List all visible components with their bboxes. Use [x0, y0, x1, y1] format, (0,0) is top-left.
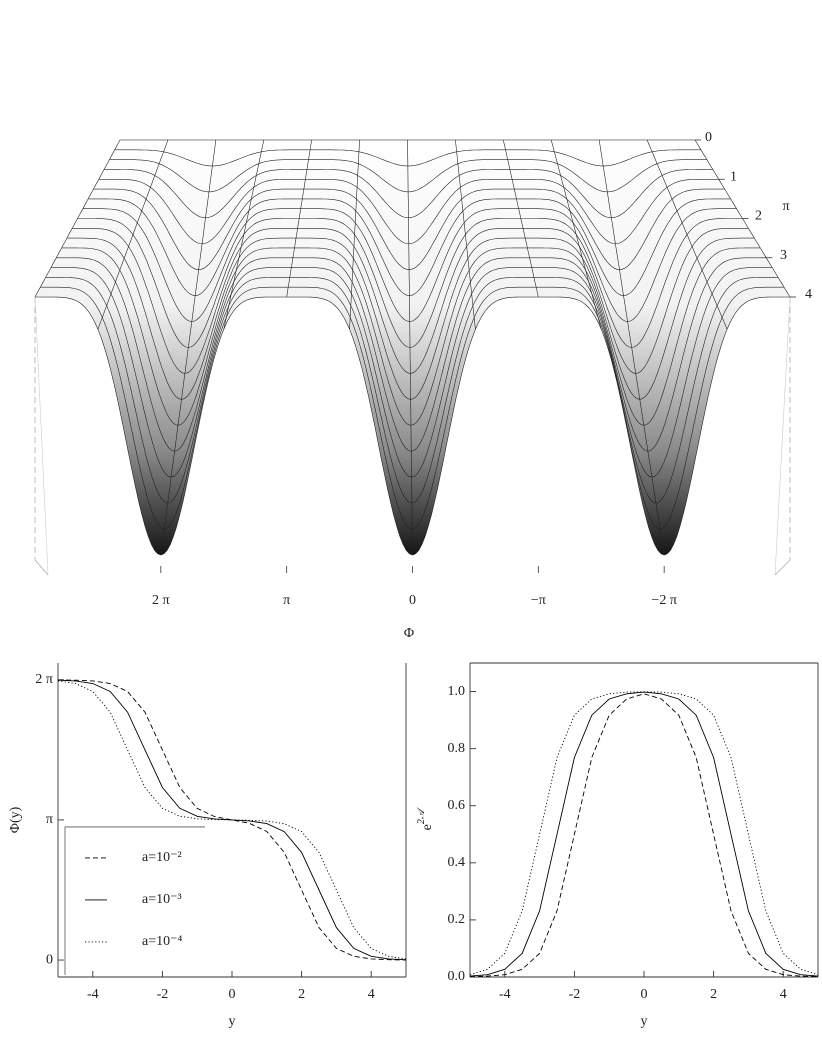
x-tick-label: 2 — [298, 987, 305, 1002]
y-tick-label: 0.6 — [448, 798, 466, 813]
x-tick-label: 2 π — [152, 593, 170, 608]
series-line — [469, 691, 819, 977]
surface-mesh-line — [286, 139, 312, 298]
x-axis-label: Φ — [404, 626, 414, 641]
x-tick-label: −2 π — [651, 593, 676, 608]
depth-tick-label: 1 — [730, 169, 737, 184]
box-edge — [774, 296, 791, 576]
x-tick-label: 4 — [368, 987, 375, 1002]
y-tick-label: 0.0 — [448, 969, 466, 984]
depth-tick-label: 4 — [805, 287, 812, 302]
surface-mesh-line — [160, 139, 217, 556]
surface-mesh-line — [598, 139, 665, 556]
y-axis-label: e2𝒜 — [416, 806, 435, 830]
x-tick-label: 0 — [641, 987, 648, 1002]
x-tick-label: 0 — [229, 987, 236, 1002]
x-tick-label: -4 — [87, 987, 99, 1002]
x-axis-label: y — [229, 1014, 236, 1029]
y-tick-label: 1.0 — [448, 684, 466, 699]
x-tick-label: 0 — [409, 593, 416, 608]
series-line — [469, 693, 819, 978]
x-axis-label: y — [641, 1014, 648, 1029]
legend-label: a=10⁻⁴ — [142, 934, 182, 949]
y-axis-label: Φ(y) — [8, 806, 23, 833]
y-tick-label: π — [46, 812, 53, 827]
y-tick-label: 0.4 — [448, 855, 466, 870]
depth-tick-label: 2 — [755, 209, 762, 224]
surface-mesh-line — [646, 139, 728, 330]
series-line — [469, 691, 819, 976]
depth-tick-label: 0 — [705, 130, 712, 145]
x-tick-label: −π — [531, 593, 546, 608]
legend-label: a=10⁻² — [142, 850, 182, 865]
surface-mesh-line — [223, 139, 265, 330]
surface-mesh-line — [34, 139, 121, 298]
depth-axis-label: π — [782, 199, 789, 214]
y-tick-label: 0.2 — [448, 912, 466, 927]
y-tick-label: 0 — [46, 952, 53, 967]
y-tick-label: 2 π — [35, 672, 53, 687]
box-edge — [34, 559, 49, 576]
y-axis-label-text: e — [420, 824, 435, 830]
series-line — [57, 680, 407, 960]
surface-mesh-line — [97, 139, 169, 330]
surface-mesh-line — [349, 139, 360, 330]
series-line — [57, 679, 407, 961]
box-edge — [774, 559, 791, 576]
surface-mesh-line — [503, 139, 539, 298]
surface-mesh-line — [550, 139, 602, 330]
x-tick-label: -2 — [157, 987, 169, 1002]
surface — [35, 140, 790, 555]
y-axis-label-text: Φ(y) — [8, 806, 23, 833]
x-tick-label: 2 — [710, 987, 717, 1002]
surface-mesh-line — [407, 139, 413, 556]
x-tick-label: -2 — [569, 987, 581, 1002]
depth-tick-label: 3 — [780, 248, 787, 263]
surface-mesh-line — [455, 139, 476, 330]
x-tick-label: -4 — [499, 987, 511, 1002]
box-edge — [34, 296, 49, 576]
y-tick-label: 0.8 — [448, 741, 466, 756]
x-tick-label: 4 — [780, 987, 787, 1002]
x-tick-label: π — [283, 593, 290, 608]
legend-label: a=10⁻³ — [142, 892, 182, 907]
y-axis-label-superscript: 2𝒜 — [416, 806, 427, 824]
